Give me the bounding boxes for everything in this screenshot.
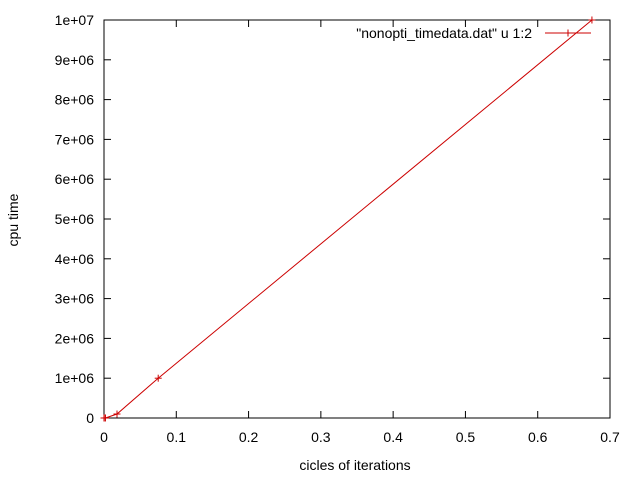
y-tick-label: 1e+07: [55, 12, 95, 28]
data-point: [154, 374, 162, 382]
x-axis-ticks: 0 0.1 0.2 0.3 0.4 0.5 0.6 0.7: [100, 20, 620, 445]
series-layer: [100, 16, 596, 422]
y-axis-ticks: 0 1e+06 2e+06 3e+06 4e+06 5e+06 6e+06 7e+06 8e+0…: [55, 12, 610, 426]
data-point: [113, 410, 121, 418]
x-tick-label: 0: [100, 429, 108, 445]
y-tick-label: 6e+06: [55, 171, 95, 187]
x-tick-label: 0.1: [167, 429, 187, 445]
legend-marker: [564, 29, 572, 37]
y-axis-label: cpu time: [5, 193, 21, 246]
y-tick-label: 0: [86, 410, 94, 426]
x-tick-label: 0.3: [311, 429, 331, 445]
x-tick-label: 0.2: [239, 429, 259, 445]
y-tick-label: 8e+06: [55, 92, 95, 108]
plot-frame: [103, 19, 611, 419]
y-tick-label: 5e+06: [55, 211, 95, 227]
y-tick-label: 3e+06: [55, 291, 95, 307]
y-tick-label: 9e+06: [55, 52, 95, 68]
y-tick-label: 2e+06: [55, 330, 95, 346]
data-point: [101, 414, 109, 422]
series-line: [104, 19, 593, 419]
y-tick-label: 7e+06: [55, 131, 95, 147]
data-point: [588, 16, 596, 24]
y-tick-label: 1e+06: [55, 370, 95, 386]
plot-border: [103, 19, 611, 419]
x-tick-label: 0.4: [383, 429, 403, 445]
x-axis-label: cicles of iterations: [299, 457, 410, 473]
x-tick-label: 0.7: [600, 429, 620, 445]
x-tick-label: 0.6: [528, 429, 548, 445]
y-tick-label: 4e+06: [55, 251, 95, 267]
legend-label: "nonopti_timedata.dat" u 1:2: [356, 25, 532, 41]
legend: "nonopti_timedata.dat" u 1:2: [356, 25, 591, 41]
x-tick-label: 0.5: [456, 429, 476, 445]
